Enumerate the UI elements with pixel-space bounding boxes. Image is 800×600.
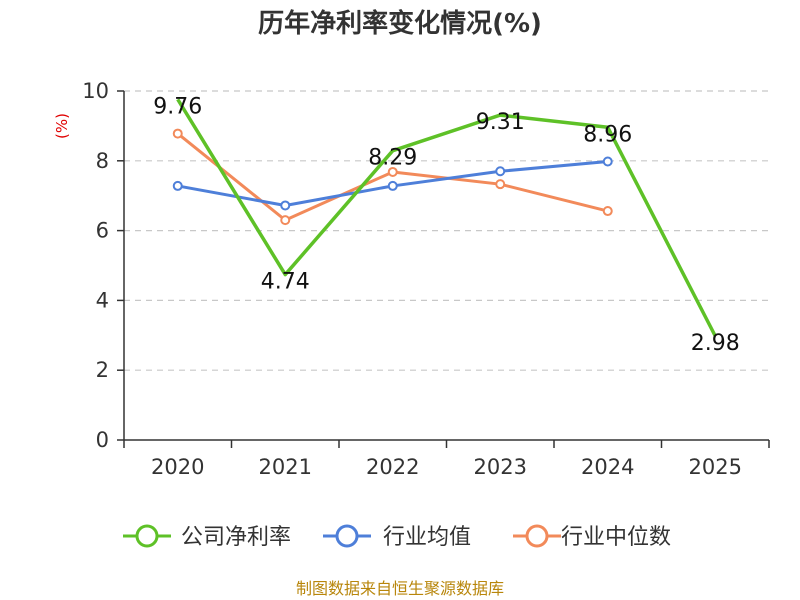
data-point (172, 128, 183, 139)
data-point (280, 215, 291, 226)
y-tick-label: 10 (82, 79, 109, 103)
legend-item[interactable]: 行业中位数 (513, 524, 671, 550)
source-note: 制图数据来自恒生聚源数据库 (296, 579, 504, 598)
data-label: 2.98 (691, 331, 740, 356)
legend-item[interactable]: 行业均值 (323, 524, 471, 550)
axes: 0 2 4 6 8 10 2020 2021 2022 2023 2024 2025 (82, 79, 770, 479)
data-point (495, 166, 506, 177)
data-point (387, 166, 398, 177)
data-label: 8.29 (368, 146, 417, 171)
legend-item[interactable]: 公司净利率 (123, 524, 291, 550)
series-line (176, 98, 717, 337)
x-tick-label: 2022 (366, 455, 419, 479)
data-labels: 9.76 4.74 8.29 9.31 8.96 2.98 (153, 94, 739, 356)
y-tick-label: 0 (96, 428, 109, 452)
data-point (387, 180, 398, 191)
legend-label: 公司净利率 (181, 525, 291, 550)
x-tick-label: 2024 (581, 455, 634, 479)
x-tick-label: 2020 (151, 455, 204, 479)
legend-label: 行业中位数 (561, 525, 671, 550)
legend-label: 行业均值 (383, 525, 471, 550)
y-axis-unit: (%) (53, 113, 71, 139)
legend-marker (525, 524, 549, 548)
legend-marker (135, 524, 159, 548)
x-tick-label: 2025 (689, 455, 742, 479)
data-point (602, 156, 613, 167)
legend[interactable]: 公司净利率 行业均值 行业中位数 (123, 524, 671, 550)
data-point (495, 179, 506, 190)
x-tick-label: 2021 (259, 455, 312, 479)
legend-marker (335, 524, 359, 548)
data-label: 9.31 (476, 110, 525, 135)
y-tick-label: 4 (96, 288, 109, 312)
data-label: 4.74 (261, 270, 310, 295)
data-label: 9.76 (153, 94, 202, 119)
data-label: 8.96 (583, 122, 632, 147)
y-tick-label: 6 (96, 219, 109, 243)
x-tick-label: 2023 (474, 455, 527, 479)
data-point (172, 180, 183, 191)
data-point (602, 206, 613, 217)
y-tick-label: 8 (96, 149, 109, 173)
grid (124, 90, 769, 371)
series (172, 98, 717, 337)
data-point (280, 200, 291, 211)
y-tick-label: 2 (96, 358, 109, 382)
chart-title: 历年净利率变化情况(%) (258, 8, 542, 39)
